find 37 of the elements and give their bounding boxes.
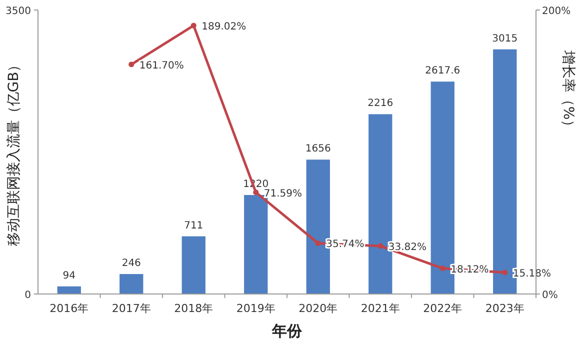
data-label: 1656 <box>305 144 331 155</box>
data-label: 161.70% <box>139 60 184 72</box>
x-tick-label: 2019年 <box>236 302 276 315</box>
bar <box>182 236 206 294</box>
data-label: 3015 <box>492 33 518 44</box>
data-label: 2216 <box>368 98 394 110</box>
data-label: 94 <box>62 270 76 282</box>
data-label: 2617.6 <box>425 66 460 77</box>
y-axis-title: 移动互联网接入流量（亿GB） <box>6 58 22 246</box>
y2-tick-label: 0% <box>542 290 558 301</box>
x-tick-label: 2017年 <box>112 302 151 315</box>
data-label: 189.02% <box>202 22 246 33</box>
point <box>253 190 259 196</box>
point <box>502 270 508 276</box>
x-tick-label: 2022年 <box>423 302 462 315</box>
point <box>378 243 384 249</box>
x-tick-label: 2023年 <box>485 302 524 315</box>
x-axis-title: 年份 <box>271 322 303 340</box>
x-tick-label: 2018年 <box>174 302 214 315</box>
point <box>440 265 446 272</box>
point <box>315 240 321 246</box>
x-tick-label: 2021年 <box>360 302 400 315</box>
data-label: 71.59% <box>264 188 302 200</box>
y2-tick-label: 200% <box>542 6 571 17</box>
y2-axis-title: 增长率（%） <box>560 49 576 134</box>
data-label: 35.74% <box>326 239 364 250</box>
bar <box>244 195 268 294</box>
bar <box>57 286 81 294</box>
x-tick-label: 2020年 <box>298 302 338 315</box>
point <box>128 62 134 68</box>
bar <box>120 274 144 294</box>
x-tick-label: 2016年 <box>50 302 89 315</box>
y-tick-label: 3500 <box>6 6 31 17</box>
y-tick-label: 0 <box>24 290 31 301</box>
data-label: 246 <box>122 258 141 270</box>
point <box>190 22 196 28</box>
data-label: 711 <box>184 220 204 232</box>
